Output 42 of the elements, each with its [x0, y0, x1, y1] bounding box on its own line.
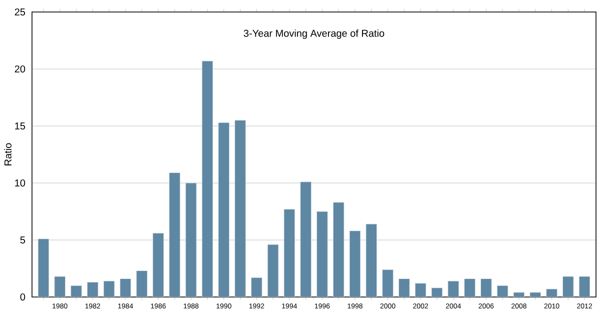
bar — [546, 288, 558, 297]
bar — [578, 276, 590, 297]
bar — [366, 224, 377, 297]
bar — [70, 285, 82, 297]
bar — [267, 244, 279, 297]
bar — [513, 292, 525, 297]
y-tick-label: 10 — [15, 179, 26, 187]
bar — [562, 276, 574, 297]
bar — [234, 120, 246, 297]
bar — [431, 288, 443, 297]
bar — [480, 278, 492, 297]
bar — [54, 276, 66, 297]
bar — [284, 209, 296, 297]
bar — [316, 211, 328, 297]
bar — [103, 280, 115, 297]
bar — [530, 292, 541, 297]
bar — [398, 278, 410, 297]
bar — [496, 285, 508, 297]
bar — [120, 278, 132, 297]
y-axis-title: Ratio — [4, 143, 12, 166]
bar — [202, 60, 214, 297]
y-tick-label: 15 — [15, 122, 26, 130]
y-tick-label: 25 — [14, 8, 26, 16]
bar — [382, 269, 394, 297]
bar — [218, 122, 230, 297]
bar — [448, 280, 459, 297]
bar — [136, 270, 148, 297]
bar — [185, 182, 197, 297]
bar — [38, 238, 50, 297]
bar — [169, 172, 180, 297]
y-tick-label: 5 — [20, 236, 26, 244]
bar — [152, 232, 164, 297]
bar — [349, 230, 361, 297]
bar — [251, 277, 262, 297]
bar — [414, 283, 426, 297]
y-tick-label: 0 — [20, 293, 26, 301]
bar — [464, 278, 476, 297]
text: 3-Year Moving Average of Ratio — [244, 29, 384, 39]
y-tick-label: 20 — [14, 65, 26, 73]
bar — [332, 202, 344, 297]
bar — [300, 182, 312, 297]
bar — [87, 282, 98, 297]
